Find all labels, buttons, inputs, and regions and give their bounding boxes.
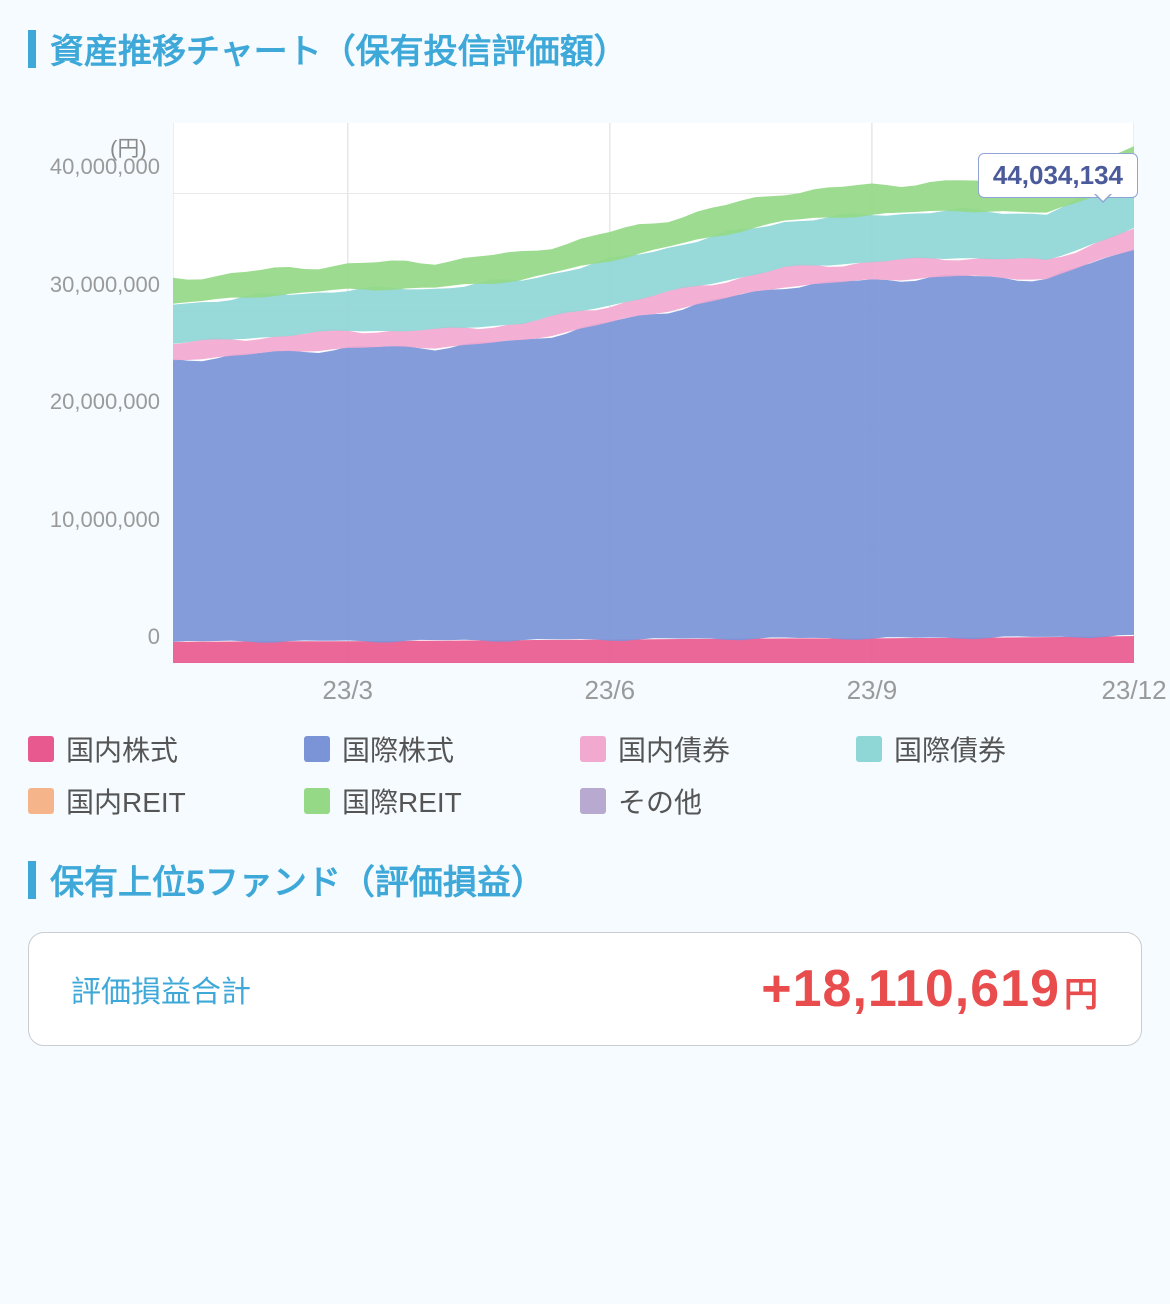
legend-label: 国内債券 — [618, 729, 730, 769]
chart-svg — [173, 123, 1134, 663]
x-tick-label: 23/12 — [1101, 675, 1166, 706]
title-accent-bar — [28, 30, 36, 68]
y-tick-label: 20,000,000 — [20, 389, 160, 415]
y-tick-label: 40,000,000 — [20, 154, 160, 180]
y-tick-label: 0 — [20, 624, 160, 650]
summary-value: +18,110,619円 — [761, 959, 1099, 1019]
legend-swatch — [856, 736, 882, 762]
y-tick-label: 30,000,000 — [20, 272, 160, 298]
x-tick-label: 23/9 — [847, 675, 898, 706]
legend-item[interactable]: 国内債券 — [580, 729, 848, 769]
section-title-funds: 保有上位5ファンド（評価損益） — [0, 831, 1170, 914]
legend-item[interactable]: 国際株式 — [304, 729, 572, 769]
legend-item[interactable]: 国内株式 — [28, 729, 296, 769]
legend-swatch — [304, 736, 330, 762]
legend-swatch — [304, 788, 330, 814]
title-accent-bar — [28, 861, 36, 899]
legend-label: 国際債券 — [894, 729, 1006, 769]
legend-label: 国際株式 — [342, 729, 454, 769]
x-axis: 23/323/623/923/12 — [173, 669, 1134, 705]
legend-item[interactable]: 国際REIT — [304, 781, 572, 821]
plot-area[interactable] — [173, 123, 1134, 663]
x-tick-label: 23/3 — [322, 675, 373, 706]
chart-tooltip: 44,034,134 — [978, 153, 1138, 198]
legend-label: その他 — [618, 781, 702, 821]
x-tick-label: 23/6 — [585, 675, 636, 706]
legend-item[interactable]: 国内REIT — [28, 781, 296, 821]
legend-swatch — [28, 788, 54, 814]
chart-inner: 010,000,00020,000,00030,000,00040,000,00… — [28, 123, 1142, 693]
summary-label: 評価損益合計 — [71, 967, 251, 1011]
legend-swatch — [580, 736, 606, 762]
legend-label: 国内株式 — [66, 729, 178, 769]
section-title-chart: 資産推移チャート（保有投信評価額） — [0, 0, 1170, 83]
section-title-text: 資産推移チャート（保有投信評価額） — [50, 24, 628, 73]
y-axis: 010,000,00020,000,00030,000,00040,000,00… — [28, 123, 168, 663]
legend-item[interactable]: 国際債券 — [856, 729, 1124, 769]
summary-unit: 円 — [1064, 976, 1099, 1014]
chart-container: (円) 44,034,134 010,000,00020,000,00030,0… — [0, 123, 1170, 693]
tooltip-value: 44,034,134 — [993, 160, 1123, 190]
legend-swatch — [580, 788, 606, 814]
summary-card: 評価損益合計 +18,110,619円 — [28, 932, 1142, 1046]
legend: 国内株式 国際株式 国内債券 国際債券国内REIT 国際REIT その他 — [0, 693, 1170, 831]
legend-label: 国内REIT — [66, 781, 186, 821]
legend-swatch — [28, 736, 54, 762]
legend-item[interactable]: その他 — [580, 781, 848, 821]
legend-label: 国際REIT — [342, 781, 462, 821]
summary-amount: +18,110,619 — [761, 960, 1060, 1018]
y-tick-label: 10,000,000 — [20, 507, 160, 533]
section-title-text: 保有上位5ファンド（評価損益） — [50, 855, 545, 904]
